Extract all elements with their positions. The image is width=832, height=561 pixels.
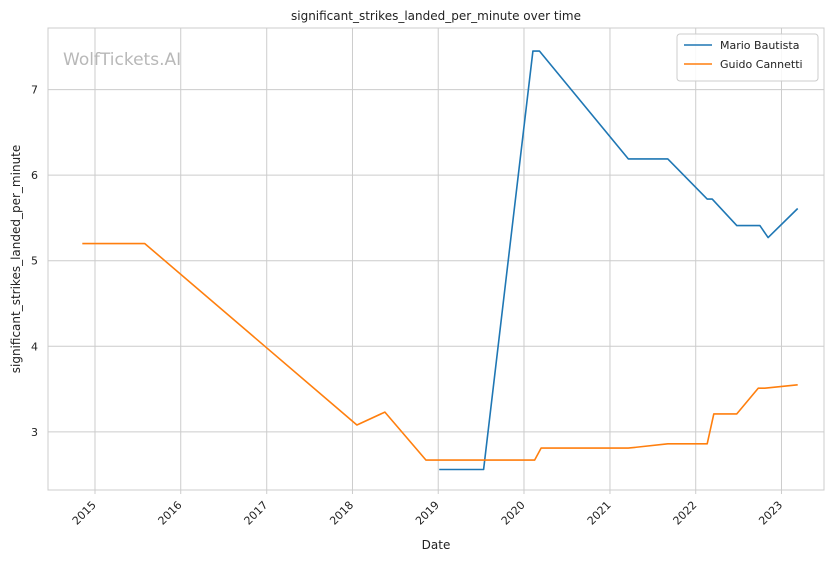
x-tick-label: 2021 (585, 499, 614, 528)
x-tick-label: 2019 (413, 499, 442, 528)
legend-box (676, 33, 819, 82)
chart-title: significant_strikes_landed_per_minute ov… (291, 9, 581, 23)
plot-area-frame (47, 27, 825, 491)
x-tick-label: 2015 (70, 499, 99, 528)
watermark: WolfTickets.AI (63, 50, 181, 70)
x-tick-label: 2020 (499, 499, 528, 528)
y-tick-label: 4 (31, 340, 38, 353)
y-axis-ticks: 3 4 5 6 7 (31, 84, 38, 439)
x-tick-label: 2017 (242, 499, 271, 528)
series-group (82, 50, 799, 471)
x-tick-label: 2018 (327, 499, 356, 528)
legend-label-mario-bautista: Mario Bautista (720, 39, 799, 52)
y-tick-label: 5 (31, 255, 38, 268)
grid (48, 28, 824, 490)
x-axis-ticks: 2015 2016 2017 2018 2019 2020 2021 2022 2023 (70, 490, 785, 528)
series-line-mario-bautista (439, 50, 799, 471)
y-tick-label: 3 (31, 426, 38, 439)
x-tick-label: 2016 (156, 499, 185, 528)
x-axis-label: Date (422, 538, 451, 552)
y-tick-label: 6 (31, 169, 38, 182)
x-tick-label: 2023 (756, 499, 785, 528)
y-axis-label: significant_strikes_landed_per_minute (9, 145, 23, 374)
y-tick-label: 7 (31, 84, 38, 97)
x-tick-label: 2022 (671, 499, 700, 528)
legend: Mario Bautista Guido Cannetti (676, 33, 819, 82)
series-line-guido-cannetti (82, 242, 798, 461)
legend-label-guido-cannetti: Guido Cannetti (720, 58, 803, 71)
